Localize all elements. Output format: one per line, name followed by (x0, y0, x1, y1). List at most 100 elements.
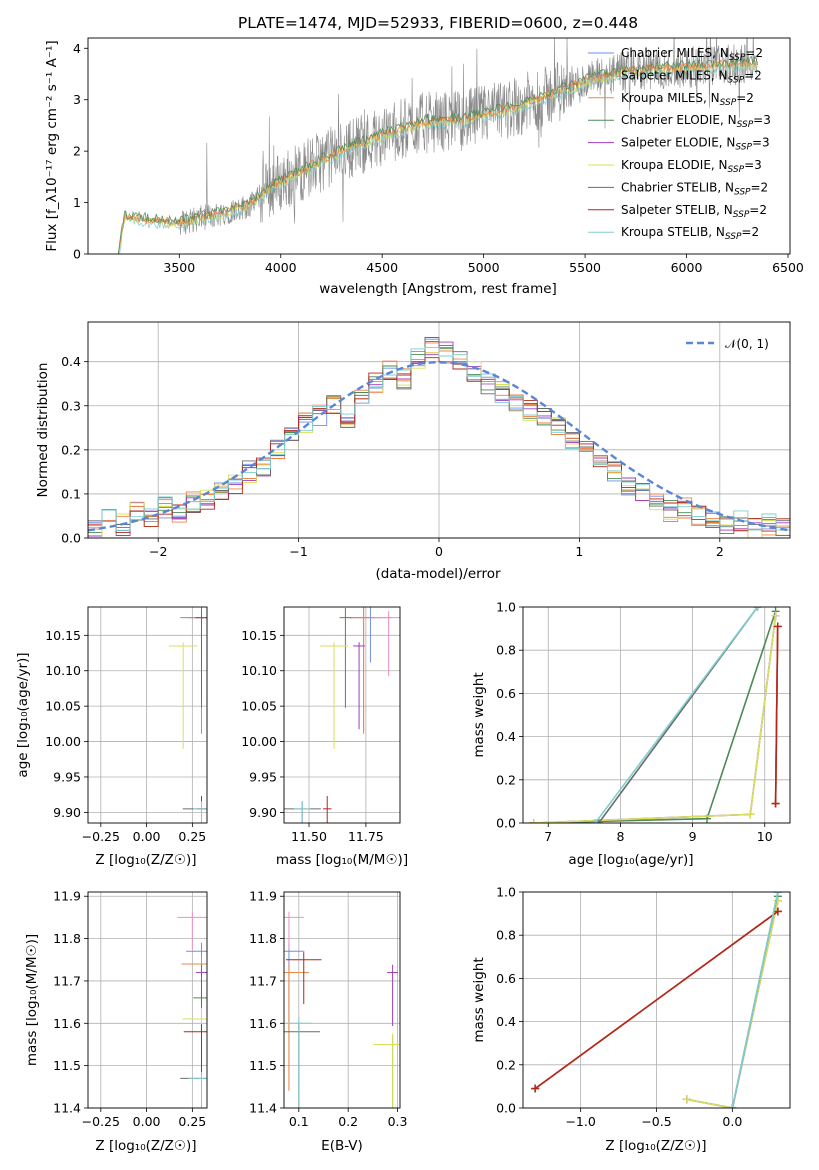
x-tick-label: 0 (435, 544, 443, 559)
x-tick-label: 0.25 (178, 1114, 206, 1129)
plot-area (177, 911, 207, 1108)
y-tick-label: 0.0 (61, 531, 81, 546)
weight-line (686, 900, 779, 1108)
weight-z-xlabel: Z [log₁₀(Z/Z☉)] (605, 1138, 706, 1154)
y-tick-label: 11.4 (53, 1101, 81, 1116)
x-tick-label: 5500 (569, 260, 601, 275)
mass-vs-ebv-panel: 0.1 0.2 0.3 11.4 11.5 11.6 11.7 11.8 11.9 (249, 889, 408, 1129)
y-tick-label: 11.7 (249, 973, 277, 988)
y-tick-label: 9.95 (249, 769, 277, 784)
y-tick-label: 0.6 (496, 971, 516, 986)
y-tick-label: 10.00 (241, 734, 277, 749)
legend-subscript: SSP (729, 53, 746, 63)
weight-marker (773, 622, 782, 631)
x-tick-label: −0.5 (641, 1114, 671, 1129)
y-tick-label: 0.3 (61, 398, 81, 413)
y-tick-label: 11.9 (53, 889, 81, 904)
axes-frame (87, 321, 791, 539)
age-mass-xlabel: mass [log₁₀(M/M☉)] (276, 852, 408, 868)
x-tick-label: −0.25 (82, 829, 120, 844)
y-tick-label: 1 (73, 195, 81, 210)
chart-title: PLATE=1474, MJD=52933, FIBERID=0600, z=0… (238, 14, 638, 32)
legend-count: =2 (749, 203, 767, 217)
x-tick-label: 4000 (265, 260, 297, 275)
model-spectrum (118, 59, 758, 254)
x-tick-label: 9 (689, 829, 697, 844)
legend-label: Chabrier STELIB, NSSP=2 (621, 180, 768, 197)
axes-frame (283, 891, 401, 1109)
weight-marker (753, 607, 762, 611)
weight-marker (773, 896, 782, 905)
axes-frame (522, 891, 791, 1109)
x-tick-label: −1 (289, 544, 307, 559)
y-tick-label: 2 (73, 144, 81, 159)
weight-line (534, 910, 779, 1090)
plot-area (88, 337, 790, 538)
spectrum-xlabel: wavelength [Angstrom, rest frame] (319, 281, 557, 297)
weight-marker (771, 799, 780, 808)
y-tick-label: 10.05 (241, 699, 277, 714)
weight-marker (531, 1084, 540, 1093)
x-tick-label: 11.75 (348, 829, 384, 844)
plot-area (531, 892, 782, 1108)
legend-subscript: SSP (734, 187, 751, 197)
weight-marker (594, 819, 603, 823)
y-tick-label: 1.0 (496, 600, 516, 615)
y-tick-label: 4 (73, 41, 81, 56)
legend-label: Salpeter MILES, NSSP=2 (621, 68, 762, 85)
weight-age-ylabel: mass weight (471, 672, 487, 757)
x-tick-label: 4500 (366, 260, 398, 275)
plot-area (169, 607, 207, 823)
weight-vs-age-panel: 7 8 9 10 0.0 0.2 0.4 0.6 0.8 1.0 (496, 600, 791, 844)
y-tick-label: 11.5 (249, 1058, 277, 1073)
y-tick-label: 0 (73, 247, 81, 262)
x-tick-label: 5000 (468, 260, 500, 275)
residual-histogram (88, 347, 790, 532)
y-tick-label: 0.8 (496, 928, 516, 943)
legend-count: =2 (751, 180, 769, 194)
weight-marker (728, 1104, 737, 1108)
age-z-xlabel: Z [log₁₀(Z/Z☉)] (95, 852, 196, 868)
y-tick-label: 11.5 (53, 1058, 81, 1073)
axes-frame (87, 891, 208, 1109)
x-tick-label: 10 (757, 829, 773, 844)
y-tick-label: 0.0 (496, 816, 516, 831)
legend-count: =2 (744, 68, 762, 82)
x-tick-label: 11.50 (291, 829, 327, 844)
y-tick-label: 11.8 (53, 931, 81, 946)
legend-count: =3 (752, 136, 770, 150)
y-tick-label: 10.10 (45, 663, 81, 678)
weight-line (594, 607, 759, 823)
x-tick-label: 0.00 (133, 1114, 161, 1129)
axes-frame (283, 606, 401, 824)
plot-area (529, 607, 782, 823)
legend-subscript: SSP (728, 165, 745, 175)
y-tick-label: 11.6 (53, 1016, 81, 1031)
spectrum-ylabel: Flux [f_λ10⁻¹⁷ erg cm⁻² s⁻¹ A⁻¹] (44, 40, 60, 251)
mass-vs-z-panel: −0.25 0.00 0.25 11.4 11.5 11.6 11.7 11.8 11.9 (53, 889, 208, 1129)
y-tick-label: 1.0 (496, 885, 516, 900)
legend-subscript: SSP (733, 210, 750, 220)
y-tick-label: 9.90 (249, 805, 277, 820)
x-tick-label: 1 (575, 544, 583, 559)
legend-subscript: SSP (720, 98, 737, 108)
x-tick-label: 0.25 (178, 829, 206, 844)
x-tick-label: 0.3 (388, 1114, 408, 1129)
residual-histogram (88, 357, 790, 534)
y-tick-label: 11.4 (249, 1101, 277, 1116)
y-tick-label: 0.0 (496, 1101, 516, 1116)
weight-age-xlabel: age [log₁₀(age/yr)] (568, 852, 693, 868)
y-tick-label: 0.2 (61, 442, 81, 457)
y-tick-label: 10.15 (241, 628, 277, 643)
weight-vs-z-panel: −1.0 −0.5 0.0 0.0 0.2 0.4 0.6 0.8 1.0 (496, 885, 791, 1129)
plot-area (284, 607, 400, 823)
y-tick-label: 0.2 (496, 772, 516, 787)
mass-ebv-xlabel: E(B-V) (321, 1138, 363, 1154)
plot-area (118, 38, 758, 254)
x-tick-label: −1.0 (565, 1114, 595, 1129)
x-tick-label: 2 (716, 544, 724, 559)
x-tick-label: −2 (149, 544, 167, 559)
x-tick-label: 8 (616, 829, 624, 844)
weight-marker (773, 907, 782, 916)
